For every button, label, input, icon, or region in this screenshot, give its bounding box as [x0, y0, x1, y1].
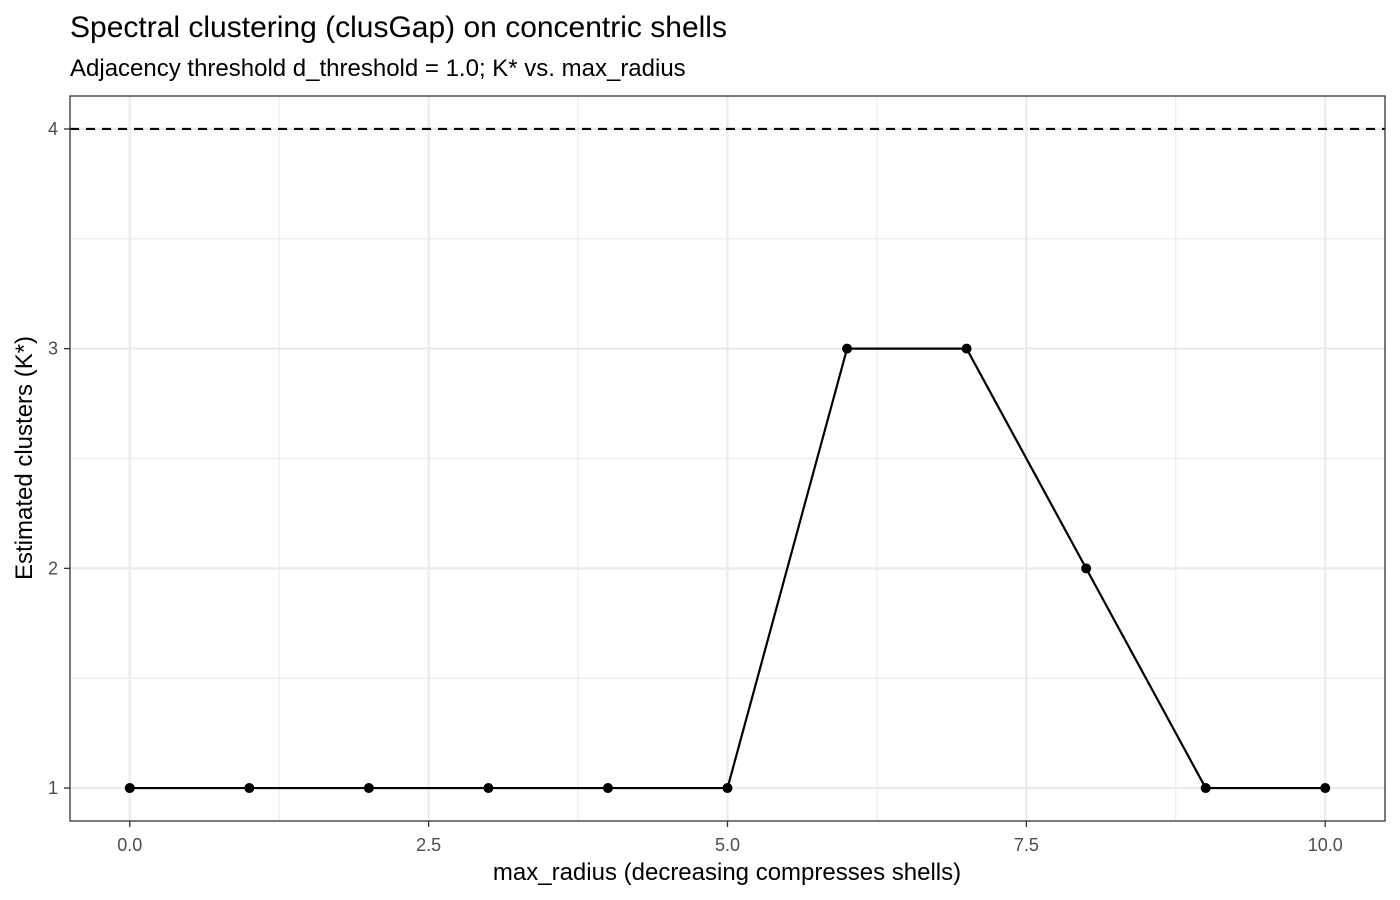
data-point — [1320, 783, 1331, 794]
y-tick-label: 3 — [48, 339, 58, 359]
x-axis-title: max_radius (decreasing compresses shells… — [493, 859, 961, 886]
data-point — [244, 783, 255, 794]
x-tick-label: 2.5 — [416, 835, 441, 855]
x-tick-label: 10.0 — [1308, 835, 1343, 855]
data-point — [483, 783, 494, 794]
data-point — [1200, 783, 1211, 794]
plot-area: 0.0 2.5 5.0 7.5 10.0 1 2 3 4 — [48, 95, 1386, 855]
data-point — [1081, 563, 1092, 574]
data-point — [602, 783, 613, 794]
data-point — [363, 783, 374, 794]
chart-title: Spectral clustering (clusGap) on concent… — [70, 11, 727, 44]
data-point — [842, 343, 853, 354]
data-point — [961, 343, 972, 354]
x-tick-label: 0.0 — [117, 835, 142, 855]
chart-subtitle: Adjacency threshold d_threshold = 1.0; K… — [70, 55, 686, 82]
data-point — [722, 783, 733, 794]
y-axis-title: Estimated clusters (K*) — [11, 336, 38, 580]
x-tick-label: 5.0 — [715, 835, 740, 855]
y-tick-label: 2 — [48, 558, 58, 578]
y-tick-label: 4 — [48, 119, 58, 139]
x-tick-label: 7.5 — [1014, 835, 1039, 855]
y-tick-label: 1 — [48, 778, 58, 798]
data-point — [124, 783, 135, 794]
